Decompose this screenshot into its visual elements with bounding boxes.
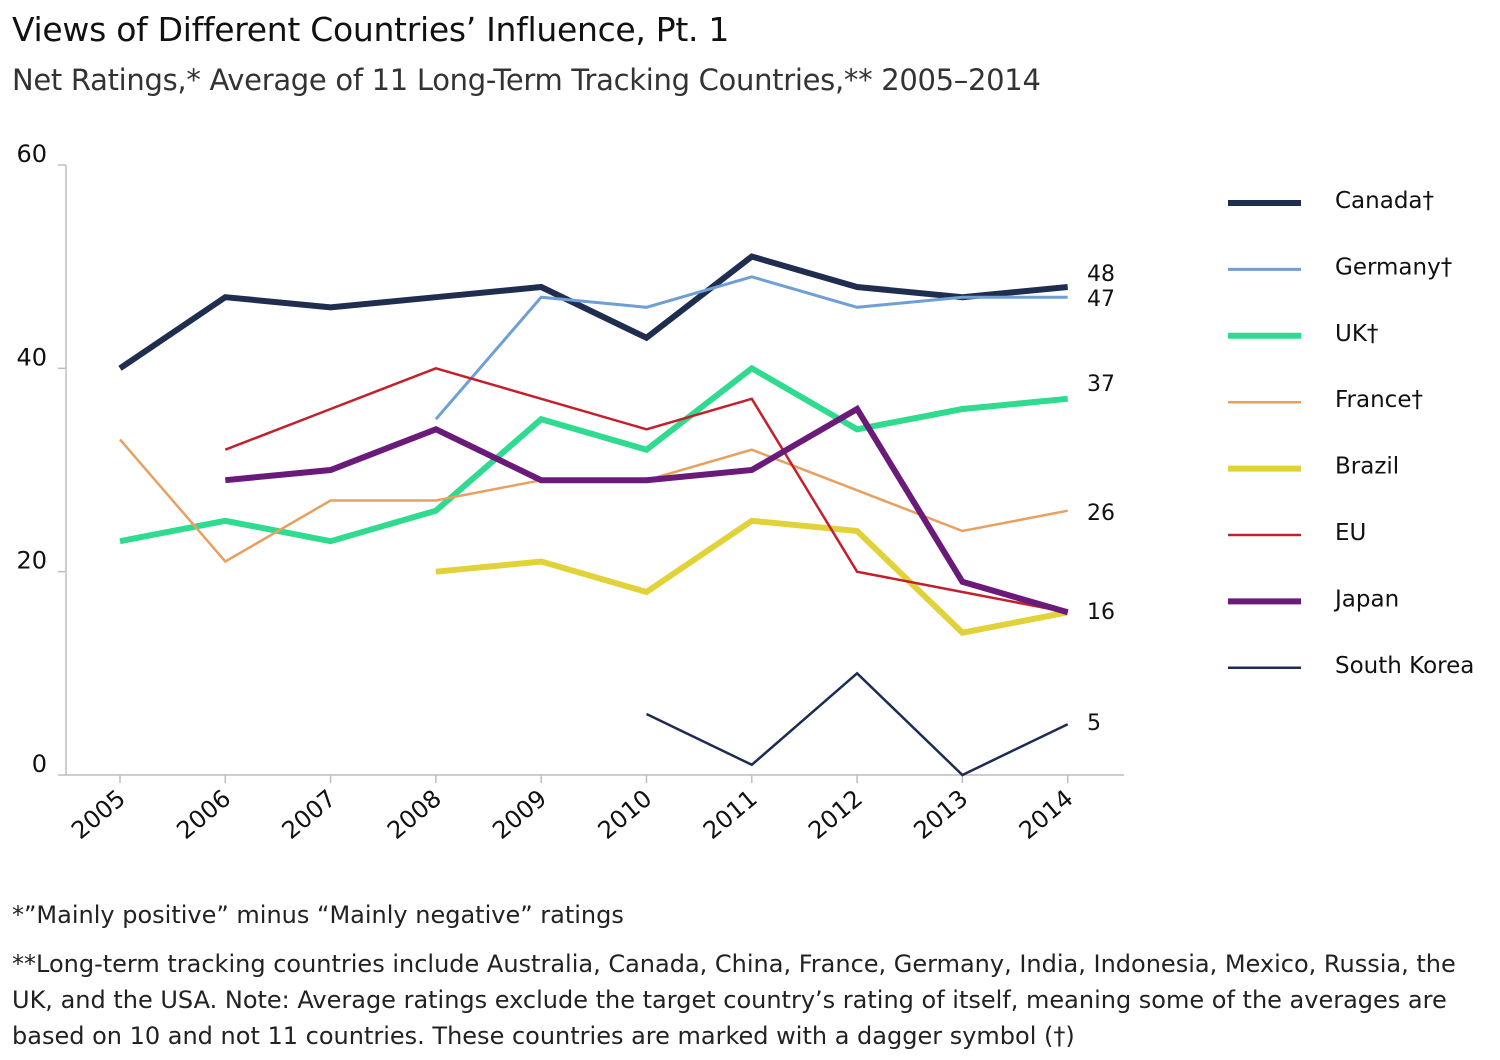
- end-value-label: 48: [1087, 262, 1115, 287]
- footnote-ratings: *”Mainly positive” minus “Mainly negativ…: [12, 901, 624, 929]
- legend-label: EU: [1335, 520, 1366, 546]
- x-tick-label: 2006: [171, 784, 236, 845]
- end-value-label: 26: [1087, 501, 1115, 526]
- x-tick-label: 2005: [66, 784, 131, 845]
- series-line-canada: [118, 253, 1068, 371]
- series-line-brazil: [435, 517, 1069, 636]
- legend-label: UK†: [1335, 321, 1378, 347]
- legend-label: Japan: [1333, 586, 1399, 612]
- chart-legend: Canada† Germany† UK† France† Brazil EU Japan So…: [1228, 188, 1474, 679]
- x-tick-label: 2011: [698, 784, 763, 845]
- end-value-label: 5: [1087, 711, 1101, 736]
- series-line-uk: [119, 364, 1068, 545]
- y-tick-label: 20: [16, 547, 47, 575]
- line-chart: 0 20 40 60 2005 2006 2007 2008 2009 2010 2011 2012 2…: [16, 140, 1474, 845]
- legend-label: Germany†: [1335, 254, 1452, 280]
- legend-label: Brazil: [1335, 454, 1399, 480]
- x-tick-label: 2012: [803, 784, 868, 845]
- footnote-tracking-countries: **Long-term tracking countries include A…: [12, 950, 1456, 1050]
- series-line-germany: [434, 275, 1068, 421]
- series-line-south-korea: [645, 671, 1069, 777]
- x-tick-label: 2014: [1014, 784, 1079, 845]
- y-tick-label: 40: [16, 343, 47, 371]
- chart-lines: [118, 253, 1069, 777]
- x-tick-label: 2010: [593, 784, 658, 845]
- chart-subtitle: Net Ratings,* Average of 11 Long-Term Tr…: [12, 63, 1041, 97]
- chart-title: Views of Different Countries’ Influence,…: [12, 10, 730, 49]
- x-tick-label: 2008: [382, 784, 447, 845]
- y-tick-label: 0: [32, 750, 47, 778]
- x-tick-label: 2007: [277, 784, 342, 845]
- legend-label: France†: [1335, 387, 1423, 413]
- series-line-france: [119, 438, 1068, 564]
- legend-label: Canada†: [1335, 188, 1434, 214]
- end-value-label: 16: [1087, 600, 1115, 625]
- y-tick-label: 60: [16, 140, 47, 168]
- end-value-label: 47: [1087, 287, 1115, 312]
- x-tick-label: 2013: [908, 784, 973, 845]
- x-tick-label: 2009: [487, 784, 552, 845]
- chart-axes: 0 20 40 60 2005 2006 2007 2008 2009 2010 2011 2012 2…: [16, 140, 1124, 845]
- series-line-eu: [224, 366, 1068, 614]
- series-line-japan: [225, 404, 1069, 616]
- legend-label: South Korea: [1335, 653, 1474, 679]
- end-value-label: 37: [1087, 372, 1115, 397]
